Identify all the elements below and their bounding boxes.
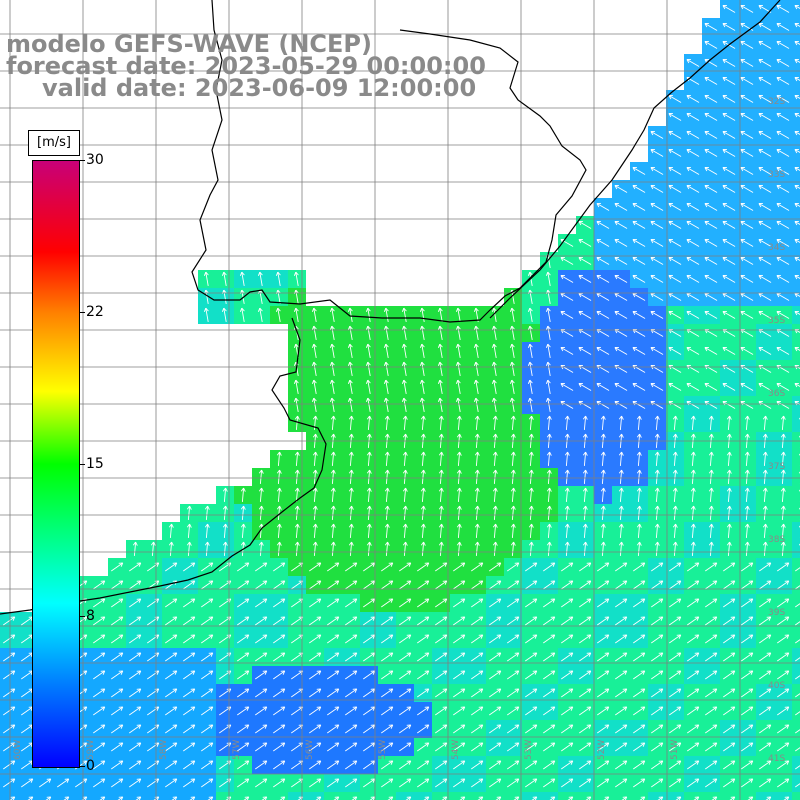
lon-label: 60W — [13, 740, 23, 760]
lat-label: 38S — [768, 535, 785, 545]
colorbar-units: [m/s] — [28, 130, 80, 156]
colorbar-tick-0: 0 — [86, 758, 95, 774]
coastline-estuary — [0, 317, 327, 615]
wind-direction-arrows — [3, 4, 800, 800]
lat-label: 41S — [768, 754, 785, 764]
coastline-east-shore — [489, 0, 781, 319]
lon-label: 54W — [451, 740, 461, 760]
lat-label: 40S — [768, 681, 785, 691]
colorbar-tick-15: 15 — [86, 456, 104, 472]
lat-label: 35S — [768, 316, 785, 326]
coastline — [0, 0, 781, 615]
lon-label: 58W — [159, 740, 169, 760]
colorbar-tick-8: 8 — [86, 608, 95, 624]
lon-label: 59W — [86, 740, 96, 760]
latitude-labels: 32S 33S 34S 35S 36S 37S 38S 39S 40S 41S — [768, 97, 785, 764]
lon-label: 51W — [670, 740, 680, 760]
lat-label: 37S — [768, 462, 785, 472]
lat-label: 36S — [768, 389, 785, 399]
lat-label: 34S — [768, 243, 785, 253]
colorbar — [32, 160, 80, 768]
lat-label: 32S — [768, 97, 785, 107]
colorbar-tick-30: 30 — [86, 152, 104, 168]
lon-label: 52W — [597, 740, 607, 760]
valid-date: valid date: 2023-06-09 12:00:00 — [42, 74, 477, 102]
lon-label: 55W — [378, 740, 388, 760]
lon-label: 57W — [232, 740, 242, 760]
lon-label: 53W — [524, 740, 534, 760]
lat-label: 33S — [768, 170, 785, 180]
forecast-date: forecast date: 2023-05-29 00:00:00 — [6, 52, 486, 80]
longitude-labels: 60W 59W 58W 57W 56W 55W 54W 53W 52W 51W — [13, 740, 680, 760]
lon-label: 56W — [305, 740, 315, 760]
model-title: modelo GEFS-WAVE (NCEP) — [6, 30, 372, 58]
coastline-inland-border — [191, 0, 587, 323]
lat-label: 39S — [768, 608, 785, 618]
colorbar-tick-22: 22 — [86, 304, 104, 320]
